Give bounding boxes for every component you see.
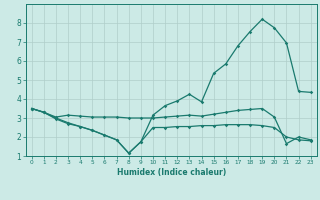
X-axis label: Humidex (Indice chaleur): Humidex (Indice chaleur) <box>116 168 226 177</box>
